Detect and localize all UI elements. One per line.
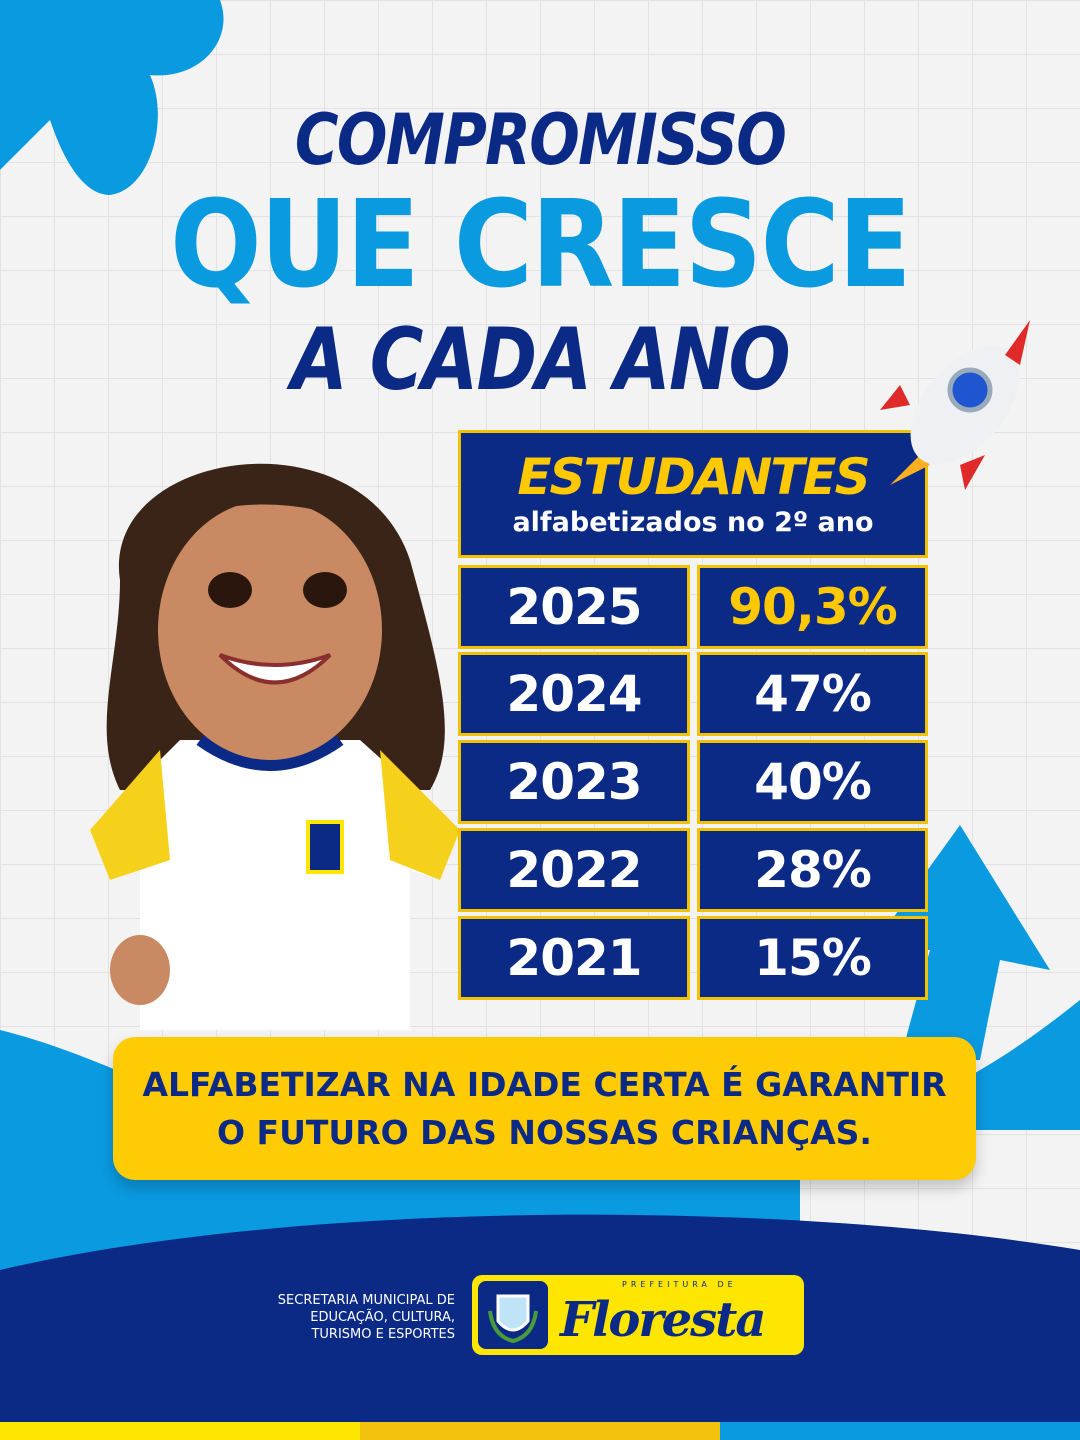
banner-line-2: O FUTURO DAS NOSSAS CRIANÇAS.: [217, 1112, 872, 1152]
stripe-yellow: [0, 1422, 360, 1440]
title-line-1: COMPROMISSO: [294, 99, 787, 181]
table-header: ESTUDANTES alfabetizados no 2º ano: [458, 430, 928, 558]
stripe-gold: [360, 1422, 720, 1440]
value-cell: 40%: [697, 740, 928, 824]
title-line-2: QUE CRESCE: [170, 176, 912, 315]
value-cell: 90,3%: [697, 565, 928, 649]
value-cell: 28%: [697, 828, 928, 912]
banner-line-1: ALFABETIZAR NA IDADE CERTA É GARANTIR: [142, 1064, 947, 1104]
year-cell: 2021: [458, 916, 690, 1000]
secretaria-line: EDUCAÇÃO, CULTURA,: [310, 1310, 455, 1325]
up-arrow-icon: [870, 825, 1050, 1060]
floresta-badge: [306, 820, 344, 874]
title-line-3: A CADA ANO: [291, 310, 791, 410]
secretaria-line: TURISMO E ESPORTES: [311, 1327, 455, 1342]
message-banner: ALFABETIZAR NA IDADE CERTA É GARANTIR O …: [113, 1037, 976, 1180]
table-header-subtitle: alfabetizados no 2º ano: [512, 507, 874, 538]
rocket-icon: [880, 320, 1030, 490]
table-header-title: ESTUDANTES: [517, 448, 870, 506]
prefeitura-logo: PREFEITURA DE Floresta: [472, 1275, 804, 1355]
secretaria-line: SECRETARIA MUNICIPAL DE: [277, 1293, 455, 1308]
year-cell: 2024: [458, 652, 690, 736]
year-cell: 2025: [458, 565, 690, 649]
year-cell: 2023: [458, 740, 690, 824]
coat-of-arms-icon: [478, 1281, 548, 1349]
logo-name: Floresta: [560, 1292, 766, 1348]
value-cell: 15%: [697, 916, 928, 1000]
value-cell: 47%: [697, 652, 928, 736]
secretaria-label: SECRETARIA MUNICIPAL DE EDUCAÇÃO, CULTUR…: [240, 1292, 455, 1343]
logo-prefix: PREFEITURA DE: [622, 1280, 737, 1289]
girl-illustration: [90, 463, 460, 1030]
stripe-blue: [720, 1422, 1080, 1440]
blue-flower-decoration: [0, 0, 224, 195]
year-cell: 2022: [458, 828, 690, 912]
